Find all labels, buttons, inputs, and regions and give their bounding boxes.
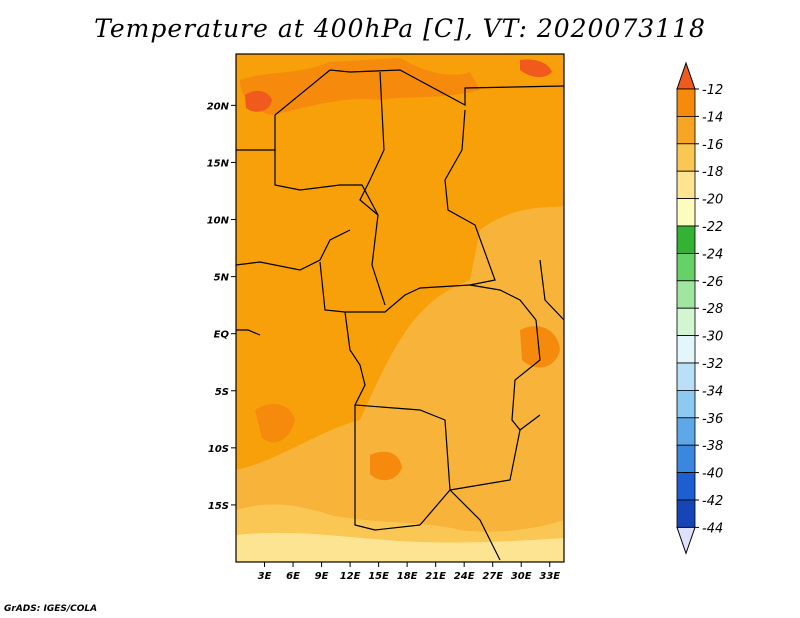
lon-label-15E: 15E [368, 571, 389, 582]
colorbar-label--36: -36 [702, 412, 723, 427]
colorbar-segment-15 [676, 499, 696, 528]
colorbar-label--28: -28 [702, 302, 723, 317]
colorbar-label--34: -34 [702, 384, 723, 399]
lon-label-9E: 9E [315, 571, 329, 582]
colorbar-label--30: -30 [702, 330, 723, 345]
temperature-zone-14-west [255, 404, 295, 443]
country-borders [236, 69, 564, 561]
temperature-zone-16 [236, 205, 564, 562]
map-title: Temperature at 400hPa [C], VT: 202007311… [94, 14, 706, 43]
lat-label-15S: 15S [208, 501, 229, 512]
lon-label-18E: 18E [397, 571, 418, 582]
colorbar-segment-12 [676, 417, 696, 446]
colorbar-segment-1 [676, 116, 696, 145]
colorbar: -12 -14 -16 -18 -20 -22 -24 -26 -28 -30 -32 -34 -36 -… [676, 61, 723, 555]
credit-label: GrADS: IGES/COLA [4, 604, 98, 614]
temperature-zone-14-angola [370, 451, 402, 481]
colorbar-segment-13 [676, 444, 696, 474]
colorbar-bottom-arrow [676, 526, 696, 555]
colorbar-label--26: -26 [702, 275, 723, 290]
lat-label-5N: 5N [214, 273, 230, 284]
lat-label-20N: 20N [207, 101, 230, 112]
map-frame [235, 53, 565, 563]
colorbar-top-arrow [676, 61, 696, 90]
colorbar-segment-4 [676, 198, 696, 227]
colorbar-segment-9 [676, 335, 696, 364]
lat-label-15N: 15N [207, 158, 230, 169]
colorbar-segment-11 [676, 389, 696, 419]
colorbar-label--20: -20 [702, 193, 723, 208]
lat-label-10S: 10S [208, 444, 229, 455]
lon-label-21E: 21E [425, 571, 446, 582]
colorbar-segment-8 [676, 307, 696, 337]
colorbar-label--38: -38 [702, 439, 723, 454]
colorbar-segment-2 [676, 143, 696, 172]
colorbar-label--24: -24 [702, 247, 723, 262]
lon-label-30E: 30E [511, 571, 532, 582]
temperature-zone-12-northeast [520, 59, 552, 78]
colorbar-segment-6 [676, 252, 696, 282]
colorbar-label--42: -42 [702, 494, 723, 509]
colorbar-segment-7 [676, 280, 696, 309]
lat-label-10N: 10N [207, 216, 230, 227]
temperature-zone-12-north [245, 90, 272, 112]
lon-label-24E: 24E [454, 571, 475, 582]
longitude-axis: 3E 6E 9E 12E 15E 18E 21E 24E 27E 30E 33E [258, 562, 560, 582]
colorbar-label--44: -44 [702, 521, 723, 536]
colorbar-segment-5 [676, 225, 696, 254]
lat-label-5S: 5S [215, 387, 229, 398]
map-panel [235, 53, 565, 563]
lat-label-EQ: EQ [214, 330, 230, 341]
colorbar-label--14: -14 [702, 110, 723, 125]
colorbar-label--12: -12 [702, 83, 723, 98]
colorbar-label--40: -40 [702, 467, 723, 482]
lon-label-27E: 27E [482, 571, 503, 582]
colorbar-segment-14 [676, 472, 696, 501]
temperature-zone-20 [236, 532, 564, 562]
colorbar-segment-3 [676, 170, 696, 199]
latitude-axis: 20N 15N 10N 5N EQ 5S 10S 15S [207, 101, 236, 512]
lon-label-12E: 12E [340, 571, 361, 582]
colorbar-label--16: -16 [702, 138, 723, 153]
colorbar-segment-0 [676, 88, 696, 117]
lon-label-3E: 3E [258, 571, 272, 582]
lon-label-6E: 6E [286, 571, 300, 582]
lon-label-33E: 33E [539, 571, 560, 582]
colorbar-segment-10 [676, 362, 696, 391]
colorbar-label--32: -32 [702, 357, 723, 372]
temperature-zone-14-east [520, 326, 560, 368]
colorbar-label--18: -18 [702, 165, 723, 180]
colorbar-label--22: -22 [702, 220, 723, 235]
temperature-zone-14-north [240, 58, 480, 115]
